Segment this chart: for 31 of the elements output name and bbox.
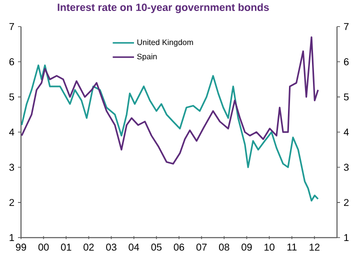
- x-tick-label: 03: [106, 244, 116, 251]
- x-tick-label: 12: [310, 244, 320, 251]
- x-tick-label: 02: [84, 244, 94, 251]
- y-tick-label: 1: [10, 234, 14, 242]
- x-tick-label: 05: [151, 244, 162, 251]
- y-tick-label: 4: [9, 128, 14, 136]
- x-tick-label: 09: [242, 244, 252, 251]
- x-tick-label: 07: [196, 244, 207, 251]
- x-tick-label: 11: [287, 244, 297, 251]
- y-tick-label: 2: [9, 199, 14, 206]
- y-tick-label: 3: [9, 164, 14, 171]
- x-tick-label: 01: [60, 244, 72, 251]
- x-tick-label: 00: [38, 244, 49, 251]
- y-tick-label: 5: [9, 94, 14, 101]
- x-tick-label: 08: [218, 244, 230, 251]
- y2-tick-label: 7: [344, 23, 349, 30]
- y-tick-label: 7: [9, 23, 14, 30]
- x-tick-label: 10: [264, 244, 274, 251]
- y2-tick-label: 1: [344, 234, 349, 242]
- line-series: [20, 36, 319, 165]
- chart-title: Interest rate on 10-year government bonds: [58, 4, 269, 14]
- y2-tick-label: 4: [344, 128, 349, 136]
- y2-tick-label: 3: [344, 164, 349, 171]
- y-tick-label: 6: [9, 58, 14, 66]
- x-tick-label: 06: [174, 244, 184, 251]
- x-tick-label: 04: [128, 244, 140, 251]
- y2-tick-label: 5: [344, 94, 349, 101]
- x-tick-label: 99: [16, 244, 26, 251]
- line-series: [20, 64, 319, 202]
- y2-tick-label: 6: [344, 58, 349, 66]
- y2-tick-label: 2: [344, 199, 349, 206]
